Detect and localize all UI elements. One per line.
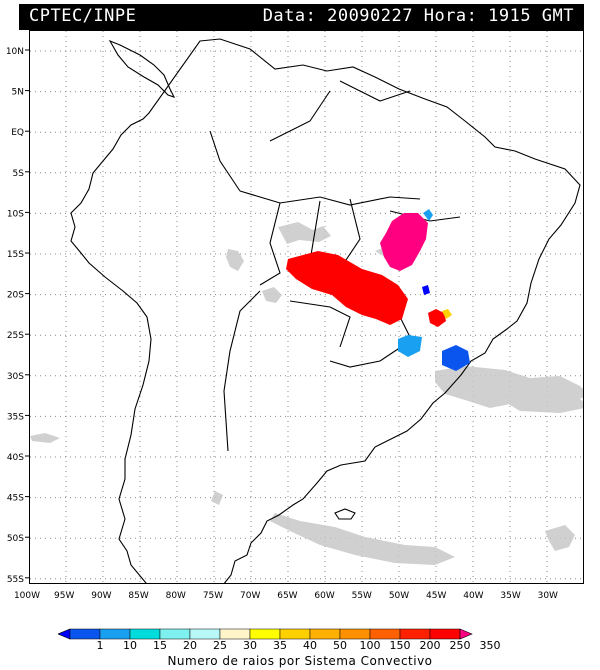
cloud-patch: [545, 525, 575, 551]
lightning-clusters: [286, 209, 470, 371]
colorbar-label: 40: [303, 639, 317, 650]
colorbar-segment: [159, 628, 191, 640]
lon-tick-label: 55W: [352, 591, 372, 601]
colorbar-segment: [219, 628, 251, 640]
lon-tick-label: 30W: [538, 591, 558, 601]
colorbar-label: 150: [390, 639, 411, 650]
colorbar-label: 20: [183, 639, 197, 650]
lon-tick-label: 100W: [14, 591, 40, 601]
colorbar-segment: [429, 628, 461, 640]
lat-tick-label: 5S: [13, 169, 25, 179]
title-bar: CPTEC/INPE Data: 20090227 Hora: 1915 GMT: [19, 4, 584, 30]
cloud-patch: [262, 287, 282, 303]
cluster-cyan-2: [423, 209, 433, 221]
lon-tick-label: 35W: [500, 591, 520, 601]
colorbar-segment: [399, 628, 431, 640]
cloud-patch: [270, 513, 455, 565]
cluster-magenta: [380, 213, 428, 271]
cluster-red-coast: [428, 309, 446, 327]
cloud-cover: [30, 222, 590, 565]
lat-tick-label: 35S: [7, 412, 24, 422]
central-america: [108, 39, 176, 98]
colorbar-segment: [369, 628, 401, 640]
grid-lines: [30, 31, 585, 583]
cloud-patch: [30, 433, 60, 443]
colorbar-segment: [129, 628, 161, 640]
colorbar-arrow-right: [459, 628, 473, 640]
lat-tick-label: 40S: [7, 453, 24, 463]
colorbar-arrow-left: [58, 628, 71, 640]
colorbar-label: 200: [420, 639, 441, 650]
lat-tick-label: 20S: [7, 291, 24, 301]
lon-tick-label: 80W: [166, 591, 186, 601]
lat-tick-label: 5N: [12, 88, 24, 98]
colorbar-segment: [189, 628, 221, 640]
lat-tick-label: 25S: [7, 331, 24, 341]
cloud-patch: [278, 222, 331, 244]
lat-tick-label: 10S: [7, 209, 24, 219]
lon-tick-label: 90W: [91, 591, 111, 601]
cloud-patch: [226, 249, 244, 271]
colorbar-label: 30: [243, 639, 257, 650]
map-canvas[interactable]: [30, 31, 590, 612]
colorbar-label: 100: [360, 639, 381, 650]
lon-tick-label: 70W: [240, 591, 260, 601]
colorbar-label: 10: [123, 639, 137, 650]
map-frame[interactable]: [29, 30, 590, 612]
cluster-cyan-1: [398, 335, 422, 357]
colorbar-label: 15: [153, 639, 167, 650]
title-right: Data: 20090227 Hora: 1915 GMT: [262, 6, 574, 26]
lat-tick-label: 55S: [7, 575, 24, 585]
colorbar-segment: [69, 628, 101, 640]
colorbar-segment: [99, 628, 131, 640]
cluster-blue-1: [442, 345, 470, 371]
map-axes: 10N 5N EQ 5S 10S 15S 20S 25S 30S 35S 40S 45S 50S 55S 1…: [6, 47, 558, 601]
colorbar-label: 250: [450, 639, 471, 650]
lon-tick-label: 60W: [314, 591, 334, 601]
lat-tick-label: 30S: [7, 372, 24, 382]
lon-tick-label: 85W: [128, 591, 148, 601]
colorbar-label: 25: [213, 639, 227, 650]
lon-tick-label: 45W: [426, 591, 446, 601]
lat-tick-label: 10N: [6, 47, 24, 57]
colorbar-segment: [279, 628, 311, 640]
colorbar-label: 1: [97, 639, 104, 650]
colorbar-label: 50: [333, 639, 347, 650]
lon-tick-label: 50W: [389, 591, 409, 601]
colorbar-label: 35: [273, 639, 287, 650]
falklands: [334, 508, 356, 520]
cluster-red-main: [286, 251, 408, 325]
lon-tick-label: 75W: [203, 591, 223, 601]
colorbar: 1 10 15 20 25 30 35 40 50 100 150 200 250 350: [58, 628, 501, 650]
lat-tick-label: 50S: [7, 534, 24, 544]
colorbar-label: 350: [480, 639, 501, 650]
cluster-yellow: [442, 309, 452, 319]
colorbar-title: Numero de raios por Sistema Convectivo: [167, 654, 433, 668]
colorbar-segment: [249, 628, 281, 640]
cloud-patch: [500, 393, 590, 413]
colorbar-segment: [309, 628, 341, 640]
colorbar-segment: [339, 628, 371, 640]
lon-tick-label: 95W: [54, 591, 74, 601]
lat-tick-label: 45S: [7, 494, 24, 504]
lon-tick-label: 40W: [463, 591, 483, 601]
lat-tick-label: 15S: [7, 250, 24, 260]
lon-tick-label: 65W: [277, 591, 297, 601]
cluster-blue-2: [422, 285, 430, 295]
cloud-patch: [211, 491, 223, 505]
title-left: CPTEC/INPE: [29, 6, 137, 26]
lat-tick-label: EQ: [11, 128, 24, 138]
south-america-coast: [70, 38, 581, 612]
coastlines: [70, 38, 581, 612]
